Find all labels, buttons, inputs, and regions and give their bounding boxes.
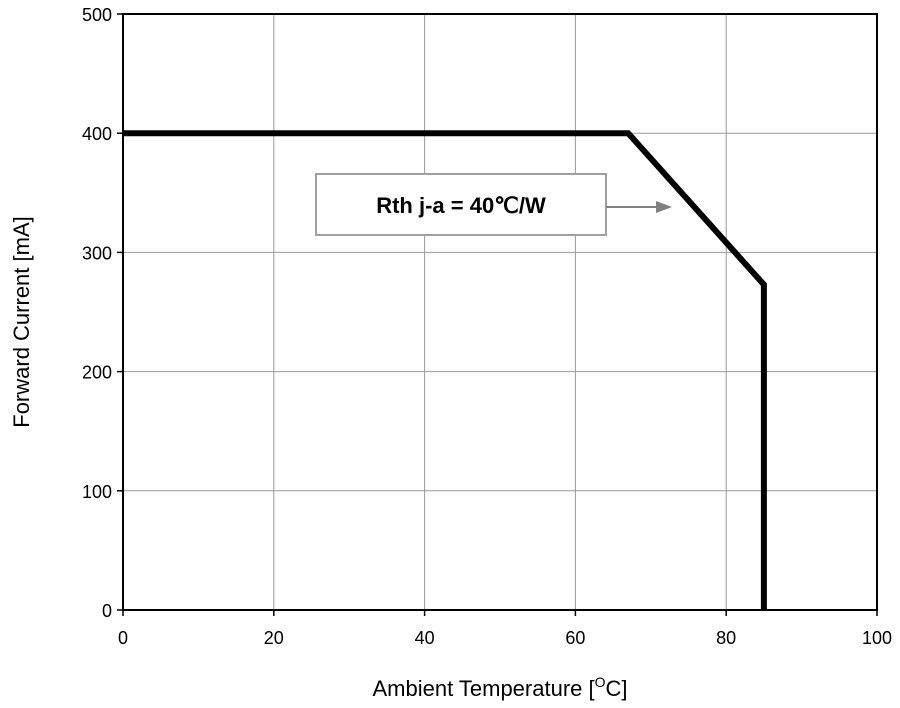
series-line-forward-current (123, 130, 767, 610)
x-tick-label: 20 (264, 628, 284, 648)
x-tick-label: 80 (716, 628, 736, 648)
y-tick-label: 500 (82, 5, 112, 25)
annotation-box (315, 173, 607, 236)
x-tick-label: 40 (415, 628, 435, 648)
y-tick-label: 300 (82, 243, 112, 263)
tick-labels: 0 20 40 60 80 100 0 100 200 300 400 500 (82, 5, 892, 648)
y-tick-label: 0 (102, 601, 112, 621)
grid-lines (123, 14, 877, 610)
x-tick-label: 100 (862, 628, 892, 648)
x-axis-title-main: Ambient Temperature [ (372, 676, 594, 701)
plot-area-frame (122, 13, 878, 611)
y-tick-label: 100 (82, 482, 112, 502)
y-tick-label: 400 (82, 124, 112, 144)
annotation-text: Rth j-a = 40℃/W (376, 193, 546, 218)
axis-ticks (117, 13, 878, 616)
x-axis-title-superscript: O (595, 674, 606, 690)
y-tick-label: 200 (82, 363, 112, 383)
annotation: Rth j-a = 40℃/W (315, 173, 672, 236)
x-tick-label: 60 (565, 628, 585, 648)
x-tick-label: 0 (118, 628, 128, 648)
x-axis-title: Ambient Temperature [OC] (372, 674, 627, 701)
y-axis-title: Forward Current [mA] (9, 216, 34, 428)
x-axis-title-suffix: C] (606, 676, 628, 701)
annotation-arrow-head (656, 201, 672, 213)
